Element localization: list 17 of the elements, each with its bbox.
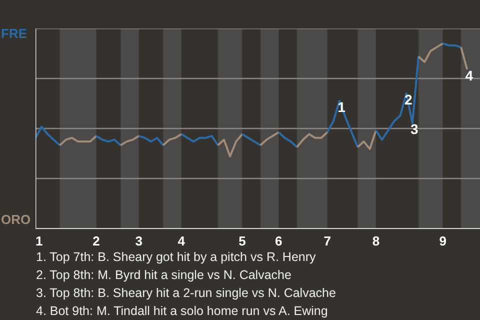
x-tick-label: 6 [275, 234, 282, 248]
text: 4. Bot 9th: M. Tindall hit a solo home run vs A. Ewing [36, 303, 329, 320]
x-tick-label: 7 [324, 234, 331, 248]
text: 2. Top 8th: M. Byrd hit a single vs N. Calvache [36, 267, 292, 284]
x-tick-label: 4 [178, 234, 186, 248]
x-tick-label: 2 [92, 234, 100, 248]
x-tick-label: 8 [372, 234, 380, 248]
annotation: 4 [465, 67, 474, 84]
text: FRE [1, 26, 27, 42]
text: 3. Top 8th: B. Sheary hit a 2-run single vs N. Calvache [36, 285, 336, 302]
annotation: 3 [410, 121, 419, 138]
x-tick-label: 3 [135, 234, 142, 248]
text: 1. Top 7th: B. Sheary got hit by a pitch vs R. Henry [36, 249, 317, 266]
x-tick-label: 5 [238, 234, 246, 248]
x-tick-label: 1 [36, 234, 43, 248]
text: ORO [1, 212, 31, 228]
x-tick-label: 9 [439, 234, 446, 248]
